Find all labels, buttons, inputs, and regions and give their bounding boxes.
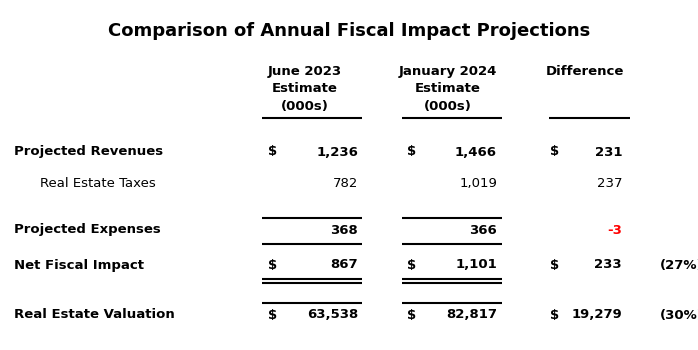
Text: $: $: [407, 308, 416, 322]
Text: Estimate: Estimate: [272, 82, 338, 95]
Text: Comparison of Annual Fiscal Impact Projections: Comparison of Annual Fiscal Impact Proje…: [108, 22, 590, 40]
Text: Estimate: Estimate: [415, 82, 481, 95]
Text: (000s): (000s): [424, 100, 472, 113]
Text: January 2024: January 2024: [399, 65, 497, 78]
Text: 233: 233: [595, 259, 622, 272]
Text: Real Estate Taxes: Real Estate Taxes: [40, 176, 156, 189]
Text: $: $: [550, 259, 559, 272]
Text: Difference: Difference: [546, 65, 624, 78]
Text: 1,101: 1,101: [455, 259, 497, 272]
Text: Projected Expenses: Projected Expenses: [14, 224, 161, 237]
Text: 63,538: 63,538: [306, 308, 358, 322]
Text: June 2023: June 2023: [268, 65, 342, 78]
Text: Real Estate Valuation: Real Estate Valuation: [14, 308, 175, 322]
Text: 231: 231: [595, 146, 622, 159]
Text: $: $: [268, 259, 277, 272]
Text: (30%): (30%): [660, 308, 698, 322]
Text: 19,279: 19,279: [571, 308, 622, 322]
Text: 82,817: 82,817: [446, 308, 497, 322]
Text: $: $: [550, 146, 559, 159]
Text: 867: 867: [330, 259, 358, 272]
Text: -3: -3: [607, 224, 622, 237]
Text: 1,466: 1,466: [455, 146, 497, 159]
Text: $: $: [268, 146, 277, 159]
Text: 1,019: 1,019: [459, 176, 497, 189]
Text: 368: 368: [330, 224, 358, 237]
Text: (000s): (000s): [281, 100, 329, 113]
Text: (27%): (27%): [660, 259, 698, 272]
Text: Projected Revenues: Projected Revenues: [14, 146, 163, 159]
Text: $: $: [550, 308, 559, 322]
Text: $: $: [407, 146, 416, 159]
Text: $: $: [268, 308, 277, 322]
Text: 1,236: 1,236: [316, 146, 358, 159]
Text: 237: 237: [597, 176, 622, 189]
Text: Net Fiscal Impact: Net Fiscal Impact: [14, 259, 144, 272]
Text: 782: 782: [333, 176, 358, 189]
Text: 366: 366: [469, 224, 497, 237]
Text: $: $: [407, 259, 416, 272]
